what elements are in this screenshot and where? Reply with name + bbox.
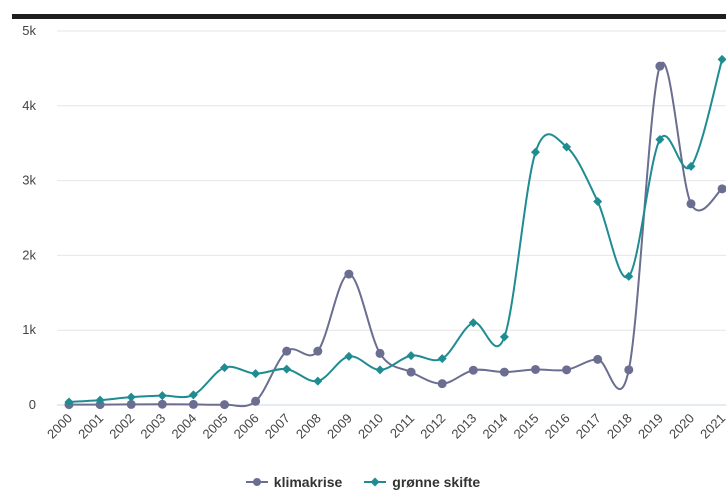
data-point[interactable] — [686, 161, 696, 171]
data-point[interactable] — [251, 369, 261, 379]
x-tick-label: 2017 — [573, 411, 604, 442]
data-point[interactable] — [624, 271, 634, 281]
data-point[interactable] — [562, 142, 572, 152]
data-point[interactable] — [531, 147, 540, 157]
x-tick-label: 2011 — [387, 411, 417, 441]
x-tick-label: 2018 — [604, 411, 635, 442]
data-point[interactable] — [313, 376, 323, 386]
y-tick-label: 1k — [22, 322, 36, 337]
y-tick-label: 5k — [22, 23, 36, 38]
data-point[interactable] — [406, 367, 416, 377]
data-point[interactable] — [188, 399, 198, 409]
x-tick-label: 2016 — [542, 411, 573, 442]
data-point[interactable] — [562, 365, 572, 375]
data-point[interactable] — [64, 397, 74, 407]
data-point[interactable] — [531, 364, 540, 374]
series-markers — [64, 54, 726, 410]
data-point[interactable] — [468, 365, 478, 375]
y-tick-label: 2k — [22, 247, 36, 262]
x-tick-label: 2006 — [231, 411, 262, 442]
data-point[interactable] — [624, 365, 634, 375]
data-point[interactable] — [220, 400, 229, 410]
data-point[interactable] — [157, 399, 167, 409]
y-tick-label: 3k — [22, 173, 36, 188]
y-tick-label: 4k — [22, 98, 36, 113]
data-point[interactable] — [157, 391, 167, 401]
data-point[interactable] — [313, 346, 323, 356]
legend-item-klimakrise[interactable]: klimakrise — [245, 474, 343, 490]
legend-symbol-gronne-skifte — [364, 477, 387, 487]
x-tick-label: 2005 — [200, 411, 231, 442]
data-point[interactable] — [251, 396, 261, 406]
data-point[interactable] — [406, 351, 416, 361]
legend-label-gronne-skifte: grønne skifte — [392, 474, 481, 490]
data-point[interactable] — [593, 354, 603, 364]
x-tick-label: 2000 — [44, 411, 75, 442]
x-tick-label: 2007 — [262, 411, 293, 442]
data-point[interactable] — [344, 269, 354, 279]
data-point[interactable] — [375, 365, 385, 375]
x-tick-label: 2014 — [479, 411, 510, 442]
data-point[interactable] — [655, 61, 665, 71]
data-point[interactable] — [499, 332, 509, 342]
data-point[interactable] — [686, 199, 696, 209]
series-line-1 — [68, 59, 724, 404]
x-axis-ticks: 2000 2001 2002 2003 2004 2005 2006 2007 2008 2009… — [44, 411, 726, 442]
data-point[interactable] — [126, 399, 136, 409]
data-point[interactable] — [344, 351, 354, 361]
data-point[interactable] — [95, 395, 105, 405]
top-border-bar — [12, 14, 726, 19]
legend-item-gronne-skifte[interactable]: grønne skifte — [364, 474, 480, 490]
legend-label-klimakrise: klimakrise — [273, 474, 343, 490]
legend: klimakrise grønne skifte — [0, 474, 726, 490]
x-tick-label: 2008 — [293, 411, 324, 442]
legend-symbol-klimakrise — [245, 478, 268, 486]
x-tick-label: 2004 — [168, 411, 199, 442]
x-tick-label: 2021 — [697, 411, 726, 442]
data-point[interactable] — [437, 354, 447, 364]
data-point[interactable] — [188, 390, 198, 400]
data-point[interactable] — [499, 367, 509, 377]
x-tick-label: 2001 — [75, 411, 106, 442]
y-axis-ticks: 0 1k 2k 3k 4k 5k — [22, 23, 36, 412]
data-point[interactable] — [717, 54, 726, 64]
x-tick-label: 2010 — [355, 411, 386, 442]
x-tick-label: 2012 — [417, 411, 448, 442]
series-lines — [68, 59, 724, 408]
data-point[interactable] — [282, 364, 292, 374]
gridlines — [57, 30, 726, 406]
data-point[interactable] — [593, 197, 603, 207]
data-point[interactable] — [375, 348, 385, 358]
x-tick-label: 2015 — [511, 411, 542, 442]
series-line-0 — [68, 61, 723, 408]
x-tick-label: 2009 — [324, 411, 355, 442]
x-tick-label: 2002 — [106, 411, 137, 442]
data-point[interactable] — [437, 379, 447, 389]
data-point[interactable] — [126, 392, 136, 402]
data-point[interactable] — [717, 184, 726, 194]
y-tick-label: 0 — [29, 397, 36, 412]
x-tick-label: 2003 — [137, 411, 168, 442]
x-tick-label: 2019 — [635, 411, 666, 442]
data-point[interactable] — [655, 134, 665, 144]
line-chart: 0 1k 2k 3k 4k 5k 2000 2001 2002 2003 2004 2005 2006… — [22, 23, 726, 442]
data-point[interactable] — [220, 363, 229, 373]
x-tick-label: 2013 — [448, 411, 479, 442]
data-point[interactable] — [468, 318, 478, 328]
x-tick-label: 2020 — [666, 411, 697, 442]
data-point[interactable] — [282, 346, 292, 356]
